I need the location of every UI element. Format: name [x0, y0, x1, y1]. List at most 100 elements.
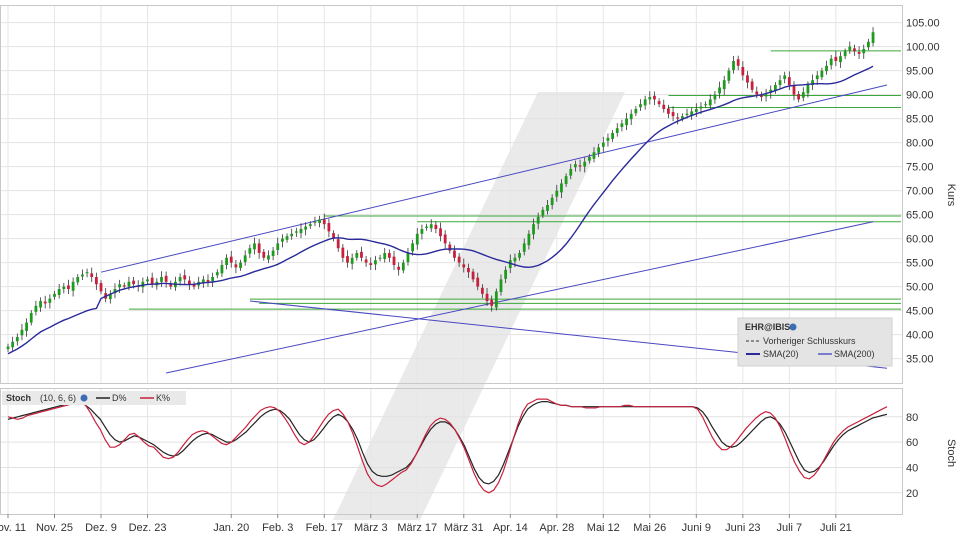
candle-body-168	[787, 77, 791, 85]
candle-body-8	[43, 301, 47, 304]
candle-body-29	[141, 281, 145, 288]
candle-body-146	[685, 113, 689, 116]
candle-body-96	[453, 250, 456, 258]
stoch-axis-title: Stoch	[945, 439, 957, 467]
candle-body-131	[615, 128, 619, 133]
candle-body-112	[527, 233, 531, 246]
legend-sma200-label: SMA(200)	[834, 349, 875, 359]
price-grid	[1, 6, 902, 383]
candle-body-104	[490, 299, 494, 306]
candle-body-14	[71, 281, 75, 291]
candle-body-136	[639, 104, 642, 108]
candle-body-76	[360, 251, 363, 258]
candle-body-69	[327, 223, 331, 232]
candle-body-65	[308, 224, 312, 227]
candle-body-16	[81, 274, 84, 277]
candle-body-13	[67, 285, 70, 289]
candle-body-167	[783, 75, 787, 80]
candle-body-70	[332, 233, 335, 239]
candle-body-157	[736, 59, 740, 66]
candle-body-150	[704, 104, 708, 106]
candle-body-114	[536, 217, 540, 224]
candle-body-154	[722, 80, 726, 90]
legend-sma20-label: SMA(20)	[763, 349, 799, 359]
stoch-d-label: D%	[112, 393, 127, 403]
candle-body-165	[773, 85, 777, 91]
xtick-label-4: Jan. 20	[213, 522, 249, 534]
price-ytick-4: 55.00	[906, 258, 934, 270]
legend-prev-close-label: Vorheriger Schlusskurs	[763, 336, 856, 346]
candle-body-85	[401, 262, 405, 271]
candle-body-55	[262, 251, 266, 258]
price-panel-frame	[0, 5, 903, 384]
candle-body-185	[867, 41, 870, 48]
price-ytick-5: 60.00	[906, 234, 934, 246]
candle-body-169	[792, 85, 796, 95]
candle-body-153	[718, 87, 721, 94]
xtick-label-7: März 3	[354, 522, 388, 534]
price-ytick-1: 40.00	[906, 330, 934, 342]
candle-body-139	[653, 95, 656, 100]
candle-body-31	[150, 277, 154, 285]
candle-body-98	[462, 264, 466, 268]
candle-body-86	[406, 253, 410, 263]
price-axis-title: Kurs	[945, 184, 957, 207]
candle-body-63	[299, 229, 303, 234]
candle-body-152	[713, 94, 717, 100]
candle-body-94	[443, 234, 447, 244]
candle-body-67	[318, 219, 321, 223]
price-ytick-10: 85.00	[906, 114, 934, 126]
candle-body-75	[355, 253, 359, 258]
candle-body-163	[764, 94, 768, 97]
xtick-label-14: Juni 9	[682, 522, 711, 534]
candle-body-48	[229, 256, 233, 263]
candle-body-91	[429, 224, 433, 229]
candle-body-174	[815, 75, 819, 80]
candle-body-137	[643, 99, 647, 106]
candle-body-77	[364, 259, 368, 263]
stoch-ytick-1: 40	[906, 462, 918, 474]
candle-body-156	[732, 61, 735, 71]
candle-body-7	[39, 301, 42, 308]
candle-body-172	[806, 85, 810, 94]
candle-body-120	[564, 176, 568, 184]
candle-body-30	[146, 279, 149, 282]
candle-body-123	[578, 165, 582, 167]
candle-body-161	[755, 91, 759, 95]
candle-body-51	[243, 255, 247, 263]
candle-body-46	[220, 265, 224, 274]
candle-body-38	[183, 275, 187, 280]
candle-body-10	[53, 293, 56, 297]
candle-body-108	[508, 260, 512, 269]
candle-body-143	[671, 112, 675, 117]
stoch-settings-icon[interactable]	[80, 394, 88, 402]
candle-body-15	[76, 277, 80, 283]
candle-body-95	[448, 244, 452, 251]
candle-body-149	[699, 106, 703, 109]
candle-body-113	[532, 224, 535, 235]
legend-settings-icon[interactable]	[789, 323, 797, 331]
candle-body-122	[574, 164, 577, 168]
stoch-lines	[7, 398, 888, 494]
stoch-grid	[1, 389, 902, 514]
candle-body-145	[680, 116, 684, 119]
xtick-label-16: Juli 7	[776, 522, 802, 534]
candle-body-0	[6, 346, 10, 349]
candle-body-121	[569, 169, 573, 176]
stoch-y-ticks: 20 40 60 80	[906, 412, 918, 500]
candle-body-23	[113, 289, 117, 294]
candle-body-18	[90, 273, 94, 277]
stoch-k-label: K%	[156, 393, 170, 403]
candle-body-111	[522, 243, 526, 252]
candle-body-84	[397, 266, 401, 270]
candle-body-52	[248, 248, 252, 254]
xtick-label-2: Dez. 9	[85, 522, 117, 534]
legend-title: EHR@IBIS	[745, 322, 790, 332]
candle-body-26	[127, 281, 131, 287]
candle-body-101	[476, 277, 480, 287]
price-y-ticks: 35.00 40.00 45.00 50.00 55.00 60.00 65.00 70.00…	[906, 18, 940, 366]
candle-body-40	[192, 284, 196, 287]
candle-body-130	[611, 133, 614, 139]
candle-body-74	[350, 257, 354, 264]
